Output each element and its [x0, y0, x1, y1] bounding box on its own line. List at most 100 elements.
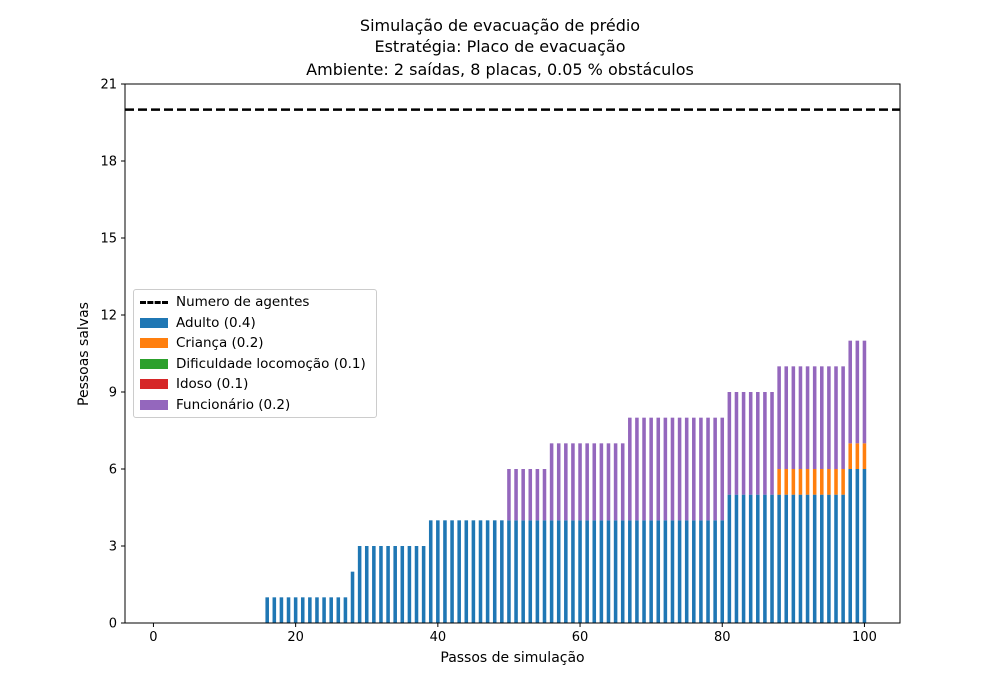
- bar-0-17: [272, 597, 277, 623]
- bar-4-96: [834, 366, 838, 469]
- legend-item-crianca: Criança (0.2): [140, 334, 264, 352]
- bar-0-59: [571, 520, 575, 623]
- bar-0-35: [400, 546, 405, 623]
- bar-1-90: [791, 469, 796, 495]
- bar-0-95: [827, 494, 831, 623]
- y-tick-label: 18: [100, 155, 117, 170]
- bar-0-27: [343, 597, 348, 623]
- bar-0-37: [414, 546, 419, 623]
- bar-4-83: [741, 392, 746, 495]
- bar-0-84: [748, 494, 753, 623]
- bar-0-19: [286, 597, 291, 623]
- bar-1-88: [777, 469, 781, 495]
- bar-0-62: [592, 520, 597, 623]
- bar-1-96: [834, 469, 838, 495]
- bar-0-23: [315, 597, 319, 623]
- bar-4-66: [620, 443, 625, 521]
- bar-4-63: [599, 443, 604, 521]
- bar-0-87: [770, 494, 774, 623]
- bar-0-29: [357, 546, 362, 623]
- legend-swatch-icon: [140, 400, 168, 410]
- bar-0-58: [564, 520, 568, 623]
- bar-0-91: [798, 494, 803, 623]
- bar-4-51: [514, 469, 518, 521]
- bar-0-42: [450, 520, 454, 623]
- bar-0-100: [862, 469, 867, 623]
- bar-0-83: [741, 494, 746, 623]
- bar-4-74: [677, 417, 682, 521]
- bar-4-50: [507, 469, 511, 521]
- bar-4-89: [784, 366, 789, 469]
- bar-0-78: [706, 520, 710, 623]
- bar-4-68: [635, 417, 639, 521]
- legend-item-idoso: Idoso (0.1): [140, 375, 248, 393]
- bar-0-85: [756, 494, 760, 623]
- bar-4-100: [862, 340, 867, 444]
- legend-swatch-icon: [140, 318, 168, 328]
- bar-0-79: [713, 520, 717, 623]
- y-tick-label: 3: [109, 540, 117, 555]
- bar-0-53: [528, 520, 533, 623]
- bar-4-58: [564, 443, 568, 521]
- bar-0-71: [656, 520, 661, 623]
- bar-4-76: [692, 417, 696, 521]
- bar-0-28: [350, 571, 355, 623]
- bar-0-73: [670, 520, 675, 623]
- bar-0-24: [322, 597, 326, 623]
- bar-0-38: [421, 546, 426, 623]
- bar-4-97: [841, 366, 845, 469]
- legend-label: Numero de agentes: [176, 294, 310, 310]
- bar-4-92: [805, 366, 810, 469]
- y-tick-label: 9: [109, 386, 117, 401]
- bar-0-66: [620, 520, 625, 623]
- bar-0-70: [649, 520, 653, 623]
- bar-4-78: [706, 417, 710, 521]
- chart-title-line-2: Estratégia: Placo de evacuação: [374, 37, 626, 56]
- bar-0-92: [805, 494, 810, 623]
- bar-0-20: [293, 597, 298, 623]
- bar-0-67: [628, 520, 632, 623]
- legend-swatch-icon: [140, 359, 168, 369]
- bar-4-90: [791, 366, 796, 469]
- bar-0-33: [386, 546, 390, 623]
- bar-1-91: [798, 469, 803, 495]
- bar-0-98: [848, 469, 853, 623]
- bar-0-72: [663, 520, 668, 623]
- bar-0-75: [684, 520, 689, 623]
- y-tick-label: 21: [100, 78, 117, 93]
- bar-4-75: [684, 417, 689, 521]
- bar-0-82: [734, 494, 739, 623]
- bar-0-41: [443, 520, 447, 623]
- y-tick-label: 12: [100, 309, 117, 324]
- bar-4-69: [642, 417, 646, 521]
- bar-1-100: [862, 443, 867, 469]
- bar-0-48: [492, 520, 497, 623]
- bar-0-61: [585, 520, 589, 623]
- bar-0-69: [642, 520, 646, 623]
- bar-4-56: [549, 443, 554, 521]
- bar-0-52: [521, 520, 525, 623]
- bar-0-51: [514, 520, 518, 623]
- bar-4-59: [571, 443, 575, 521]
- bar-0-34: [393, 546, 397, 623]
- legend-swatch-icon: [140, 338, 168, 348]
- bar-4-60: [578, 443, 582, 521]
- legend-item-dificuldade: Dificuldade locomoção (0.1): [140, 355, 366, 373]
- bar-1-94: [820, 469, 824, 495]
- bar-4-77: [699, 417, 703, 521]
- bar-4-53: [528, 469, 533, 521]
- bar-0-43: [457, 520, 461, 623]
- bar-0-64: [606, 520, 611, 623]
- legend-label: Adulto (0.4): [176, 315, 256, 331]
- bar-4-94: [820, 366, 824, 469]
- bar-0-80: [720, 520, 725, 623]
- legend-item-funcionario: Funcionário (0.2): [140, 396, 290, 414]
- bar-0-56: [549, 520, 554, 623]
- bar-0-94: [820, 494, 824, 623]
- bar-0-86: [763, 494, 767, 623]
- bar-4-72: [663, 417, 668, 521]
- x-tick-label: 40: [430, 630, 447, 645]
- legend-label: Dificuldade locomoção (0.1): [176, 356, 366, 372]
- bar-0-45: [471, 520, 476, 623]
